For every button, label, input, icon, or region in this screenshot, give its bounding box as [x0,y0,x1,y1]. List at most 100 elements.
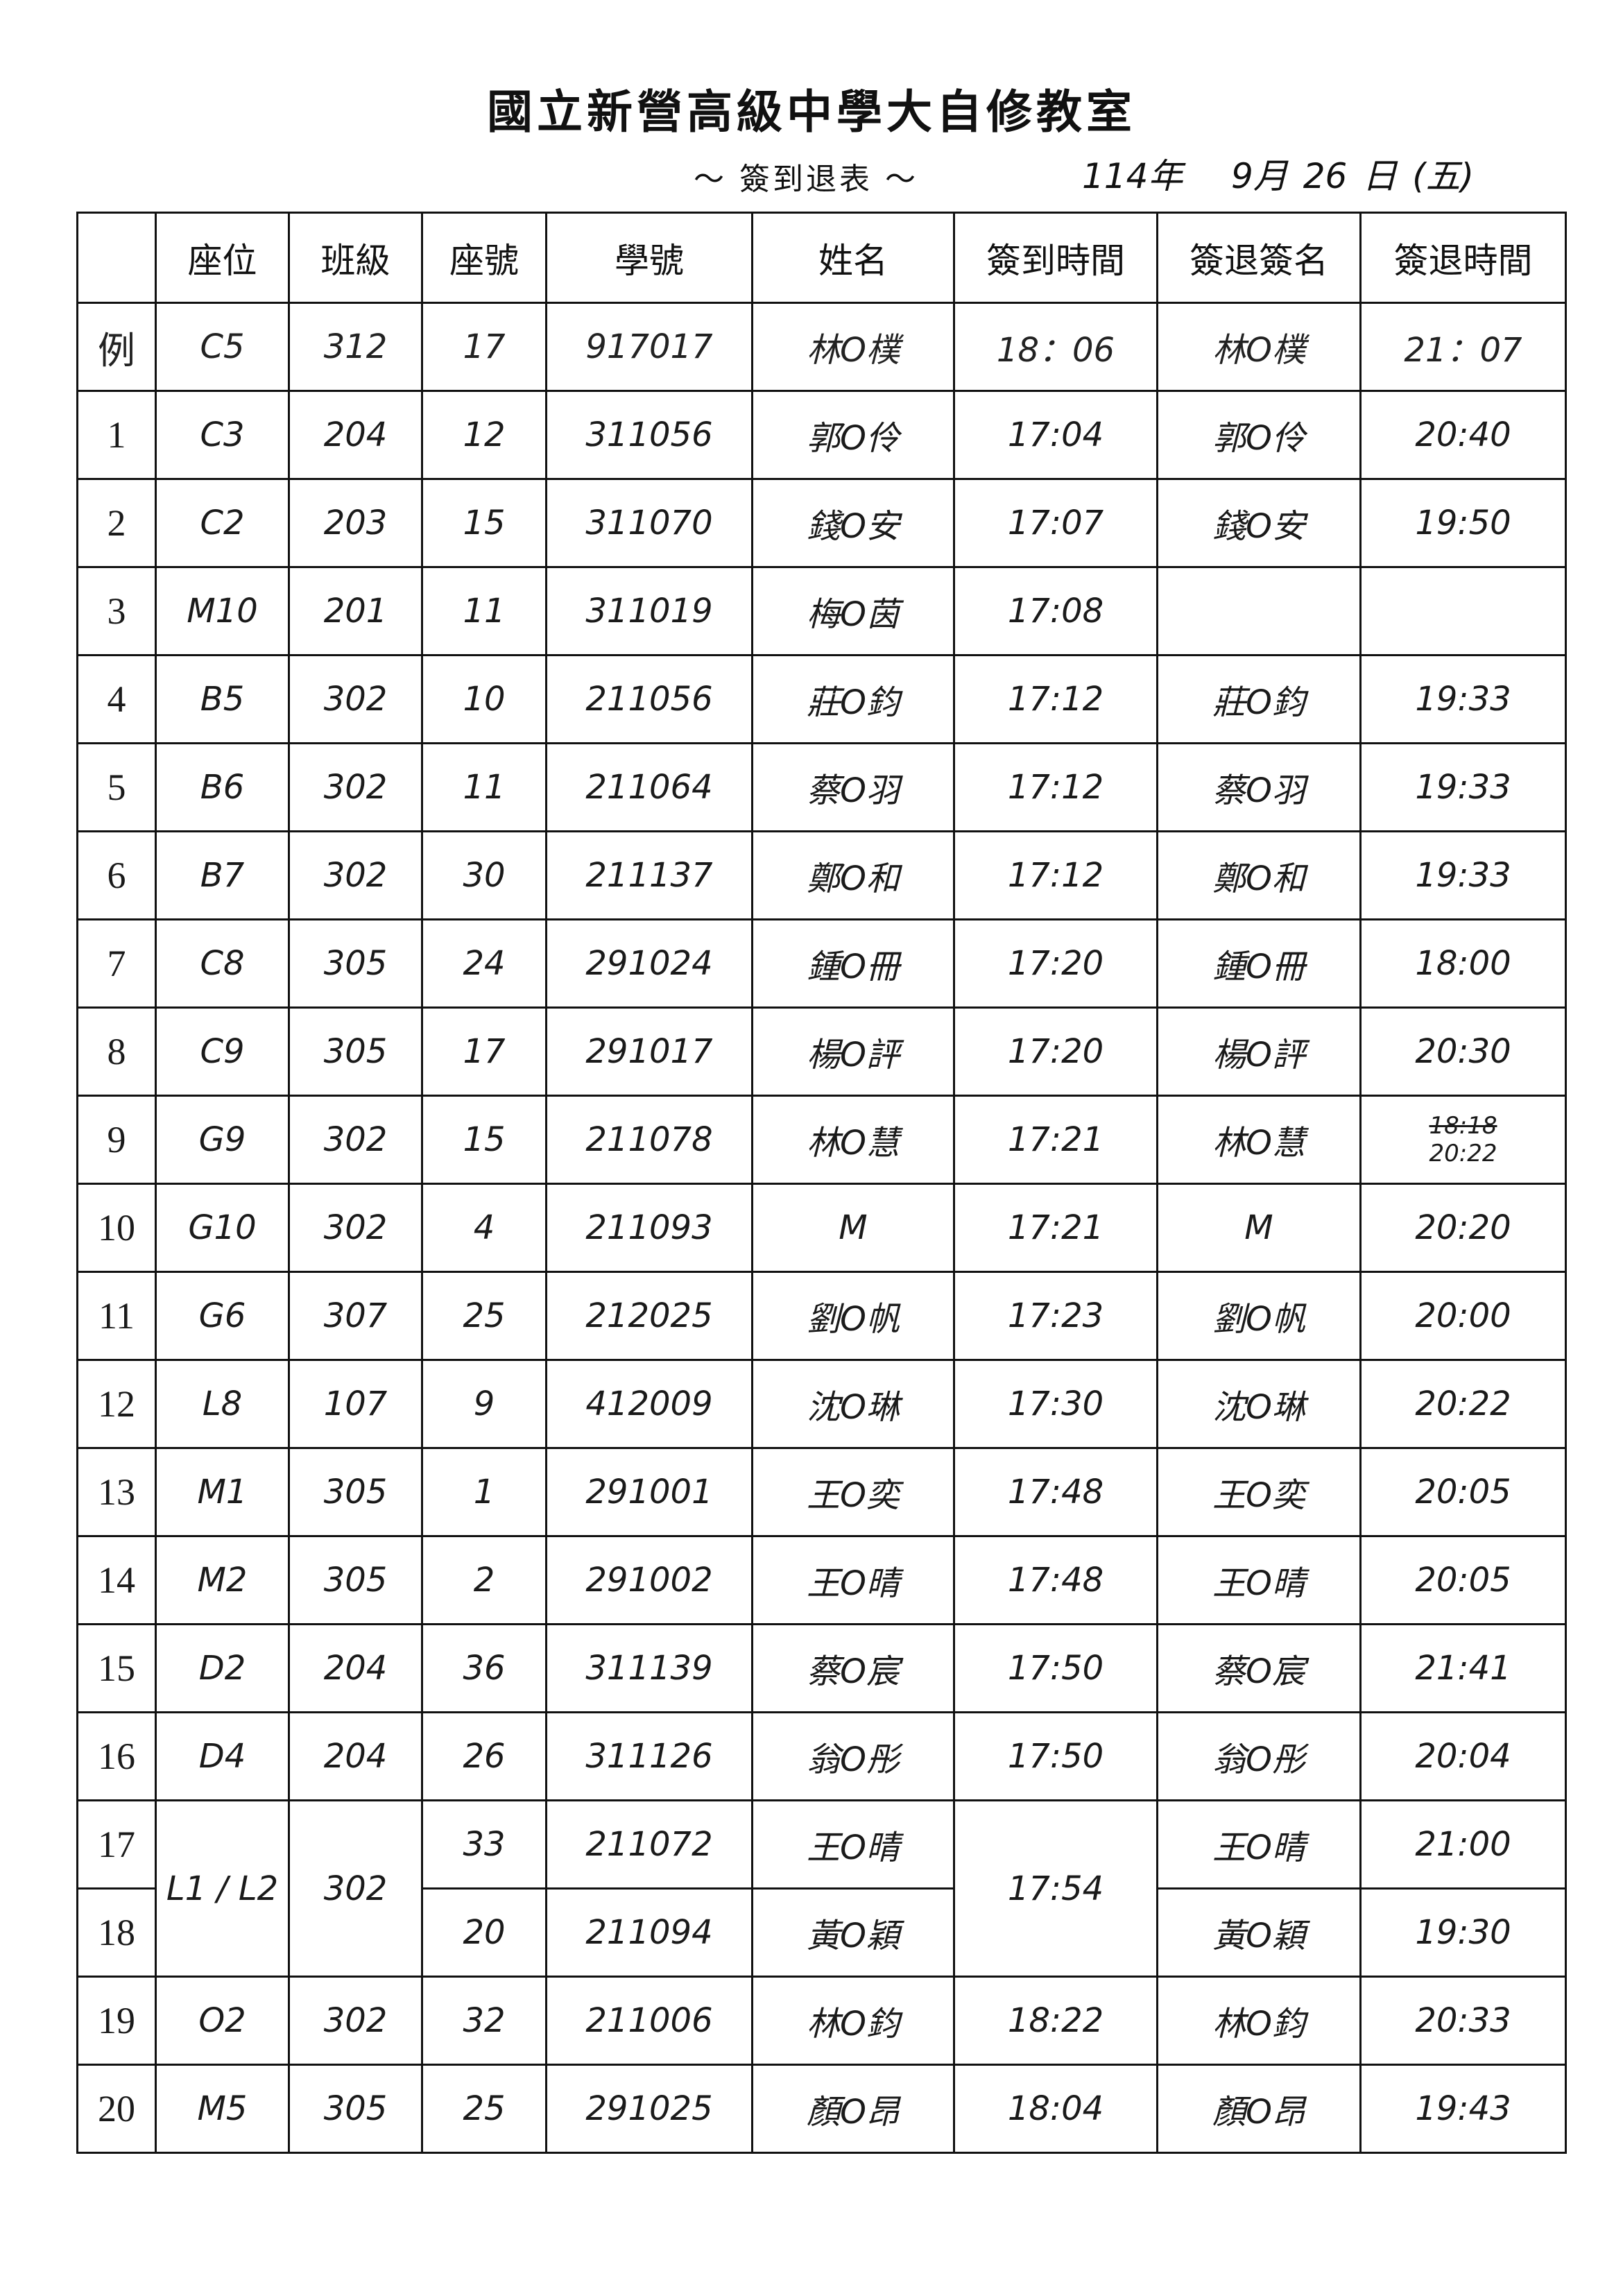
header-sign-in-time: 簽到時間 [953,212,1158,304]
sign-out-name-cell: 蔡O宸 [1156,1623,1362,1713]
date-year: 114年 [1082,156,1183,196]
student-id-cell: 311070 [545,478,753,568]
student-id-cell: 211064 [545,742,753,832]
class-cell: 201 [288,566,423,656]
seat-cell: O2 [155,1976,290,2066]
seat-no-cell: 10 [421,654,547,744]
name-cell: 鄭O和 [751,830,955,920]
sign-out-cell: 20:04 [1359,1711,1567,1801]
table-row: 9 G9 302 15 211078 林O慧 17:21 林O慧 18:18 20:22 [76,1095,1567,1185]
name-cell: 錢O安 [751,478,955,568]
sign-out-name-cell: 劉O帆 [1156,1271,1362,1361]
date-day: 26 [1303,156,1348,196]
sign-out-cell: 19:30 [1359,1887,1567,1978]
sign-out-cell: 20:05 [1359,1535,1567,1625]
seat-no-cell: 25 [421,1271,547,1361]
sign-out-cell: 20:33 [1359,1976,1567,2066]
sign-out-name-cell: M [1156,1183,1362,1273]
table-row: 12 L8 107 9 412009 沈O琳 17:30 沈O琳 20:22 [76,1359,1567,1449]
name-cell: 林O鈞 [751,1976,955,2066]
sign-out-cell: 20:05 [1359,1447,1567,1537]
sign-in-cell: 17:07 [953,478,1158,568]
seat-no-cell: 9 [421,1359,547,1449]
class-cell: 307 [288,1271,423,1361]
class-cell: 204 [288,390,423,480]
seat-cell: C2 [155,478,290,568]
sign-out-cell: 21:00 [1359,1799,1567,1890]
class-cell: 302 [288,1976,423,2066]
header-seat-no: 座號 [421,212,547,304]
name-cell: 蔡O宸 [751,1623,955,1713]
row-index: 2 [76,478,157,568]
seat-no-cell: 32 [421,1976,547,2066]
sign-in-cell: 18:22 [953,1976,1158,2066]
header-sign-out-name: 簽退簽名 [1156,212,1362,304]
class-cell: 107 [288,1359,423,1449]
name-cell: M [751,1183,955,1273]
sign-out-name-cell: 郭O伶 [1156,390,1362,480]
seat-cell: G9 [155,1095,290,1185]
name-cell: 王O奕 [751,1447,955,1537]
seat-no-cell: 11 [421,742,547,832]
table-row: 5 B6 302 11 211064 蔡O羽 17:12 蔡O羽 19:33 [76,742,1567,832]
sign-in-cell: 17:50 [953,1711,1158,1801]
name-cell: 王O晴 [751,1799,955,1890]
header-index [76,212,157,304]
name-cell: 黃O穎 [751,1887,955,1978]
seat-no-cell: 33 [421,1799,547,1890]
class-cell: 305 [288,2064,423,2154]
date-day-label: 日 [1362,156,1398,196]
class-cell: 302 [288,1183,423,1273]
student-id-cell: 211072 [545,1799,753,1890]
student-id-cell: 211078 [545,1095,753,1185]
seat-cell: L1 / L2 [155,1799,290,1978]
struck-time: 18:18 [1429,1112,1497,1140]
row-index: 12 [76,1359,157,1449]
table-row: 2 C2 203 15 311070 錢O安 17:07 錢O安 19:50 [76,478,1567,568]
sign-out-name-cell: 莊O鈞 [1156,654,1362,744]
example-row: 例 C5 312 17 917017 林O樸 18：06 林O樸 21：07 [76,302,1567,392]
example-sign-in: 18：06 [953,302,1158,392]
student-id-cell: 311139 [545,1623,753,1713]
seat-cell: D2 [155,1623,290,1713]
seat-no-cell: 12 [421,390,547,480]
example-name: 林O樸 [751,302,955,392]
sign-in-cell: 18:04 [953,2064,1158,2154]
table-row: 10 G10 302 4 211093 M 17:21 M 20:20 [76,1183,1567,1273]
seat-cell: M2 [155,1535,290,1625]
table-row: 4 B5 302 10 211056 莊O鈞 17:12 莊O鈞 19:33 [76,654,1567,744]
row-index: 3 [76,566,157,656]
date-month: 9月 [1231,156,1288,196]
sign-out-cell: 19:33 [1359,830,1567,920]
class-cell: 305 [288,1535,423,1625]
table-row: 19 O2 302 32 211006 林O鈞 18:22 林O鈞 20:33 [76,1976,1567,2066]
row-index: 18 [76,1887,157,1978]
header-seat: 座位 [155,212,290,304]
seat-cell: M10 [155,566,290,656]
row-index: 1 [76,390,157,480]
student-id-cell: 311056 [545,390,753,480]
header-student-id: 學號 [545,212,753,304]
name-cell: 翁O彤 [751,1711,955,1801]
name-cell: 梅O茵 [751,566,955,656]
student-id-cell: 291002 [545,1535,753,1625]
sign-out-name-cell: 楊O評 [1156,1006,1362,1097]
sign-in-cell: 17:20 [953,1006,1158,1097]
sign-out-cell: 20:22 [1359,1359,1567,1449]
class-cell: 204 [288,1623,423,1713]
sign-out-name-cell: 林O慧 [1156,1095,1362,1185]
example-seat: C5 [155,302,290,392]
sign-in-cell: 17:50 [953,1623,1158,1713]
name-cell: 林O慧 [751,1095,955,1185]
student-id-cell: 311019 [545,566,753,656]
seat-no-cell: 4 [421,1183,547,1273]
sign-out-cell: 19:43 [1359,2064,1567,2154]
name-cell: 楊O評 [751,1006,955,1097]
sign-in-cell: 17:48 [953,1447,1158,1537]
seat-cell: B5 [155,654,290,744]
class-cell: 302 [288,654,423,744]
sign-out-cell: 19:50 [1359,478,1567,568]
sign-in-cell: 17:12 [953,830,1158,920]
sign-out-cell: 20:30 [1359,1006,1567,1097]
seat-cell: D4 [155,1711,290,1801]
